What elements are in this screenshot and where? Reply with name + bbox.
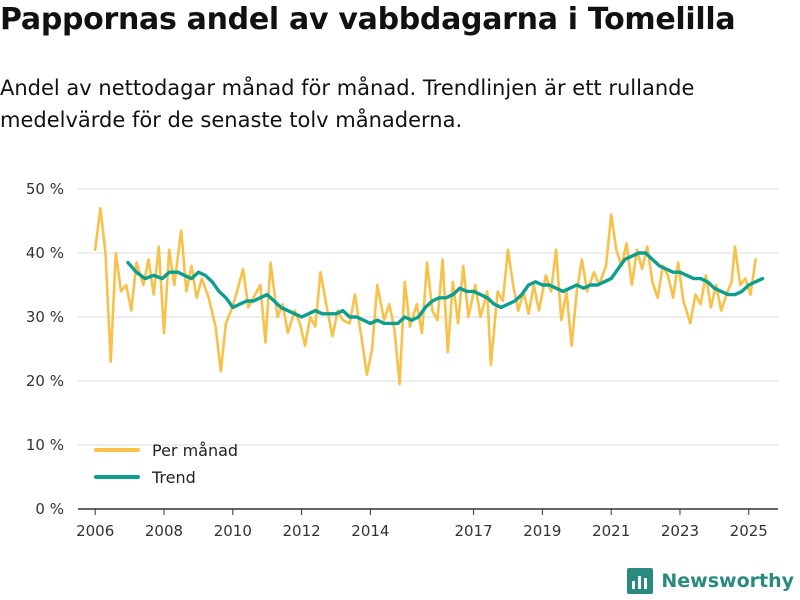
bar-chart-logo-icon <box>627 568 654 594</box>
x-tick-label: 2025 <box>730 522 768 540</box>
chart-subtitle: Andel av nettodagar månad för månad. Tre… <box>0 76 695 132</box>
brand-logo: Newsworthy <box>627 568 794 594</box>
legend-label-per-manad: Per månad <box>152 441 238 460</box>
x-tick-label: 2017 <box>454 522 492 540</box>
x-axis: 2006 2008 2010 2012 2014 2017 2019 2021 2023 2025 <box>76 509 768 540</box>
x-tick-label: 2008 <box>145 522 183 540</box>
y-tick-label: 40 % <box>26 244 64 262</box>
y-tick-label: 50 % <box>26 180 64 198</box>
x-tick-label: 2021 <box>592 522 630 540</box>
chart-title: Pappornas andel av vabbdagarna i Tomelil… <box>0 2 736 37</box>
y-tick-label: 30 % <box>26 308 64 326</box>
y-axis-ticks: 0 % 10 % 20 % 30 % 40 % 50 % <box>26 180 64 518</box>
series-lines <box>93 206 765 386</box>
series-line-per-manad <box>93 206 757 386</box>
x-tick-label: 2019 <box>523 522 561 540</box>
grid-lines <box>78 188 778 510</box>
y-tick-label: 0 % <box>35 500 64 518</box>
legend: Per månad Trend <box>94 441 238 487</box>
y-tick-label: 10 % <box>26 436 64 454</box>
x-tick-label: 2012 <box>282 522 320 540</box>
x-tick-label: 2006 <box>76 522 114 540</box>
x-tick-label: 2014 <box>351 522 389 540</box>
x-tick-label: 2023 <box>661 522 699 540</box>
series-line-trend <box>126 251 765 326</box>
legend-label-trend: Trend <box>151 468 196 487</box>
x-tick-label: 2010 <box>214 522 252 540</box>
y-tick-label: 20 % <box>26 372 64 390</box>
brand-name: Newsworthy <box>661 570 794 592</box>
